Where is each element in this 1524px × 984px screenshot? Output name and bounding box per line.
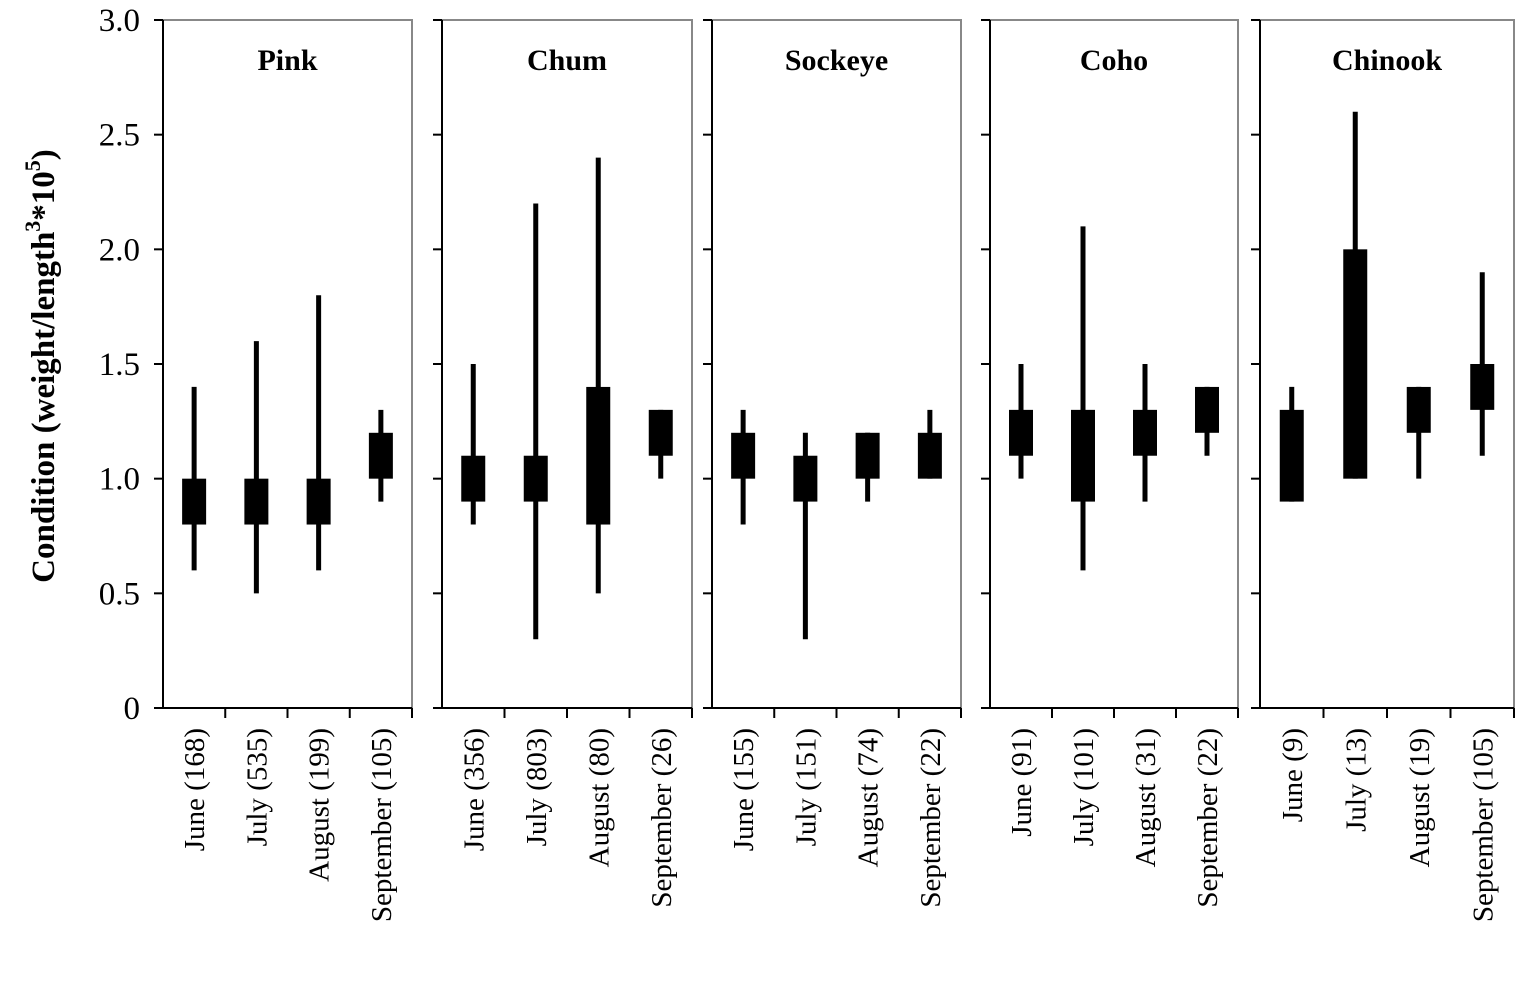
box — [1406, 386, 1431, 433]
panel-frame — [989, 19, 1239, 709]
box — [1195, 386, 1219, 433]
box — [917, 432, 942, 479]
y-axis-label-sup2: 5 — [20, 160, 45, 171]
x-category-label: September (105) — [366, 728, 398, 922]
box — [1009, 409, 1033, 456]
x-category-label: September (22) — [1192, 728, 1224, 908]
panel-chum: Chum June (356) July (803) August (80) Septe… — [433, 19, 693, 908]
box — [1343, 249, 1368, 479]
y-axis-label-sup1: 3 — [20, 221, 45, 232]
box — [648, 409, 673, 456]
x-category-label: August (31) — [1130, 728, 1162, 867]
box — [306, 478, 331, 525]
x-category-label: August (199) — [304, 728, 336, 882]
box — [1071, 409, 1095, 502]
y-axis-label: Condition (weight/length3*105) — [20, 149, 62, 583]
box — [1470, 364, 1495, 410]
panel-sockeye: Sockeye June (155) July (151) August (74) Se… — [703, 19, 962, 908]
y-tick-label: 1.5 — [99, 347, 140, 383]
x-category-label: June (356) — [458, 728, 490, 851]
panels: Pink June (168) July (535) August (199) Sept… — [154, 19, 1515, 922]
panel-title: Sockeye — [785, 44, 888, 77]
panel-title: Coho — [1080, 44, 1148, 77]
y-tick-label: 2.0 — [99, 232, 140, 268]
y-tick-label: 0 — [124, 691, 141, 727]
x-category-label: August (19) — [1404, 728, 1436, 867]
x-category-label: June (9) — [1277, 728, 1309, 822]
x-category-label: September (26) — [646, 728, 678, 908]
panel-title: Chinook — [1332, 44, 1442, 77]
x-category-label: July (101) — [1068, 728, 1100, 846]
y-tick-label: 2.5 — [99, 118, 140, 154]
box — [855, 432, 880, 479]
panel-title: Pink — [257, 44, 317, 77]
x-category-label: July (803) — [521, 728, 553, 846]
y-axis-label-mid: *10 — [26, 171, 62, 221]
box — [731, 432, 756, 479]
panel-coho: Coho June (91) July (101) August (31) Septem… — [981, 19, 1239, 908]
panel-title: Chum — [527, 44, 607, 77]
panel-frame — [711, 19, 962, 709]
box — [1133, 409, 1157, 456]
box — [523, 455, 548, 502]
x-category-label: July (151) — [790, 728, 822, 846]
box — [586, 386, 611, 525]
box — [793, 455, 818, 502]
box — [461, 455, 486, 502]
x-category-label: June (155) — [728, 728, 760, 851]
y-tick-label: 3.0 — [99, 3, 140, 39]
x-category-label: September (105) — [1467, 728, 1499, 922]
panel-pink: Pink June (168) July (535) August (199) Sept… — [154, 19, 413, 922]
panel-chinook: Chinook June (9) July (13) August (19) Septe… — [1251, 19, 1515, 922]
x-category-label: August (74) — [853, 728, 885, 867]
y-axis-tick-labels: 0 0.5 1.0 1.5 2.0 2.5 3.0 — [99, 3, 140, 727]
panel-frame — [162, 19, 413, 709]
box — [1279, 409, 1304, 502]
box — [368, 432, 393, 479]
y-axis-label-end: ) — [26, 149, 62, 160]
svg-text:Condition (weight/length3*105): Condition (weight/length3*105) — [20, 149, 62, 583]
y-tick-label: 1.0 — [99, 462, 140, 498]
panel-frame — [441, 19, 693, 709]
box — [244, 478, 269, 525]
box — [182, 478, 207, 525]
x-category-label: September (22) — [915, 728, 947, 908]
x-category-label: July (535) — [241, 728, 273, 846]
y-tick-label: 0.5 — [99, 576, 140, 612]
x-category-label: July (13) — [1340, 728, 1372, 832]
x-category-label: June (168) — [179, 728, 211, 851]
y-axis-label-main: Condition (weight/length — [26, 232, 62, 583]
x-category-label: August (80) — [583, 728, 615, 867]
x-category-label: June (91) — [1006, 728, 1038, 837]
